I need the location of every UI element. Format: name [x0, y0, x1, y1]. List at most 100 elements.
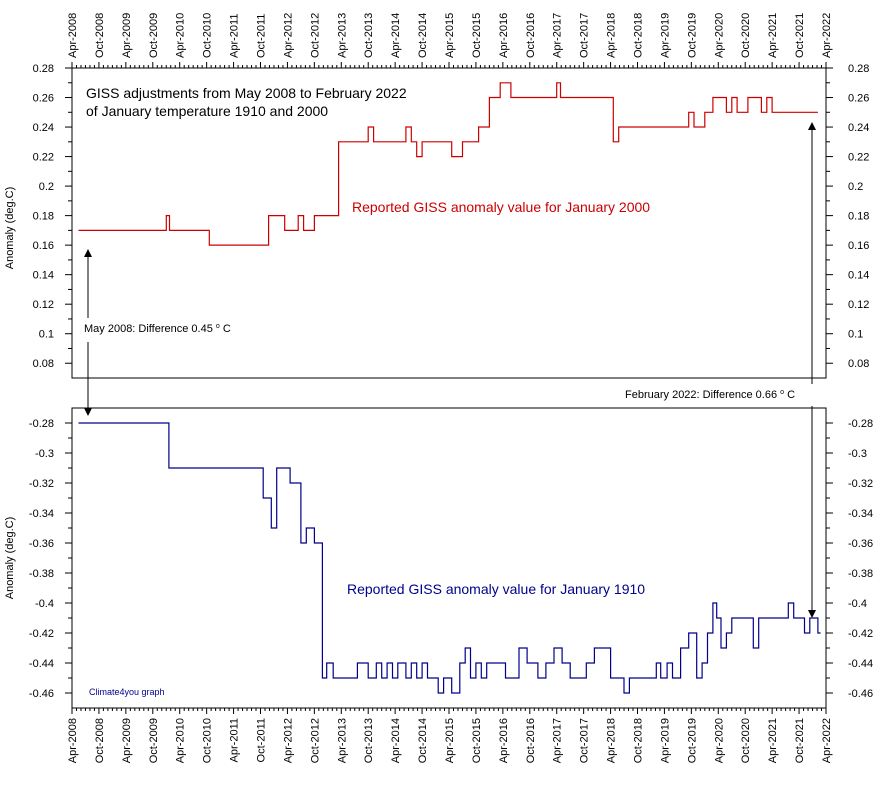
x-tick-label-top: Apr-2021	[767, 13, 779, 58]
x-tick-label-top: Apr-2019	[659, 13, 671, 58]
upper-y-tick-label-left: 0.12	[33, 299, 54, 311]
x-tick-label-bottom: Apr-2022	[821, 718, 833, 763]
right-difference-text: February 2022: Difference 0.66	[625, 389, 777, 401]
upper-y-tick-label-right: 0.28	[848, 63, 869, 75]
x-tick-label-top: Apr-2008	[67, 13, 79, 58]
upper-y-axis-title: Anomaly (deg.C)	[4, 187, 16, 270]
x-tick-label-top: Oct-2020	[740, 13, 752, 58]
x-tick-label-top: Oct-2015	[471, 13, 483, 58]
x-tick-label-top: Oct-2017	[579, 13, 591, 58]
upper-y-tick-label-right: 0.22	[848, 152, 869, 164]
x-tick-label-bottom: Oct-2010	[202, 718, 214, 763]
lower-y-tick-label-left: -0.28	[29, 418, 54, 430]
upper-y-tick-label-right: 0.2	[848, 181, 863, 193]
lower-y-tick-label-right: -0.36	[848, 538, 873, 550]
x-tick-label-top: Oct-2019	[686, 13, 698, 58]
lower-y-tick-label-left: -0.46	[29, 688, 54, 700]
lower-y-tick-label-right: -0.46	[848, 688, 873, 700]
series-label-january-1910: Reported GISS anomaly value for January …	[347, 581, 645, 597]
upper-y-tick-label-right: 0.18	[848, 211, 869, 223]
x-tick-label-top: Apr-2013	[336, 13, 348, 58]
lower-y-tick-label-right: -0.44	[848, 658, 873, 670]
x-tick-label-bottom: Apr-2011	[229, 718, 241, 762]
lower-y-tick-label-right: -0.32	[848, 478, 873, 490]
x-tick-label-top: Oct-2021	[794, 13, 806, 58]
lower-y-tick-label-left: -0.3	[35, 448, 54, 460]
upper-y-tick-label-left: 0.14	[33, 270, 54, 282]
x-tick-label-bottom: Apr-2020	[713, 718, 725, 763]
right-difference-annotation: February 2022: Difference 0.66 o C	[625, 385, 795, 401]
left-difference-annotation: May 2008: Difference 0.45 o C	[84, 319, 231, 335]
series-line-january-1910	[78, 422, 821, 694]
x-tick-label-top: Apr-2014	[390, 13, 402, 58]
upper-y-tick-label-left: 0.26	[33, 93, 54, 105]
lower-y-tick-label-right: -0.34	[848, 508, 873, 520]
upper-y-tick-label-right: 0.14	[848, 270, 869, 282]
x-tick-label-bottom: Apr-2016	[498, 718, 510, 763]
x-tick-label-top: Apr-2012	[282, 13, 294, 58]
lower-y-tick-label-right: -0.3	[848, 448, 867, 460]
x-tick-label-top: Apr-2017	[552, 13, 564, 58]
x-tick-label-top: Apr-2011	[229, 14, 241, 58]
x-tick-label-top: Oct-2013	[363, 13, 375, 58]
x-tick-label-top: Oct-2014	[417, 13, 429, 58]
x-tick-label-bottom: Oct-2012	[309, 718, 321, 763]
x-tick-label-top: Oct-2011	[256, 14, 268, 58]
chart-title-line-1: GISS adjustments from May 2008 to Februa…	[86, 85, 407, 101]
x-tick-label-bottom: Apr-2009	[121, 718, 133, 763]
x-tick-label-bottom: Oct-2013	[363, 718, 375, 763]
x-tick-label-bottom: Apr-2015	[444, 718, 456, 763]
x-tick-label-bottom: Apr-2012	[282, 718, 294, 763]
x-tick-label-top: Oct-2016	[525, 13, 537, 58]
upper-y-tick-label-left: 0.1	[39, 329, 54, 341]
x-tick-label-top: Oct-2010	[202, 13, 214, 58]
series-label-january-2000: Reported GISS anomaly value for January …	[352, 199, 650, 215]
upper-y-tick-label-left: 0.18	[33, 211, 54, 223]
x-tick-label-top: Apr-2022	[821, 13, 833, 58]
x-tick-label-bottom: Apr-2013	[336, 718, 348, 763]
lower-y-tick-label-left: -0.4	[35, 598, 54, 610]
upper-y-tick-label-right: 0.1	[848, 329, 863, 341]
upper-y-tick-label-left: 0.28	[33, 63, 54, 75]
x-tick-label-bottom: Oct-2017	[579, 718, 591, 763]
lower-y-tick-label-left: -0.34	[29, 508, 54, 520]
x-tick-label-bottom: Apr-2008	[67, 718, 79, 763]
upper-y-tick-label-right: 0.24	[848, 122, 869, 134]
chart-marks: Apr-2008 Apr-2008 Oct-2008 Oct-2008 Apr-2009…	[29, 13, 873, 764]
x-tick-label-bottom: Apr-2018	[606, 718, 618, 763]
credit-text: Climate4you graph	[89, 687, 165, 697]
x-tick-label-bottom: Oct-2015	[471, 718, 483, 763]
upper-y-tick-label-left: 0.08	[33, 358, 54, 370]
upper-y-tick-label-right: 0.16	[848, 240, 869, 252]
x-tick-label-bottom: Apr-2021	[767, 718, 779, 763]
x-tick-label-top: Apr-2018	[606, 13, 618, 58]
x-tick-label-bottom: Oct-2011	[256, 718, 268, 762]
upper-y-tick-label-right: 0.12	[848, 299, 869, 311]
upper-y-tick-label-right: 0.26	[848, 93, 869, 105]
x-tick-label-bottom: Oct-2020	[740, 718, 752, 763]
x-tick-label-bottom: Apr-2010	[175, 718, 187, 763]
lower-y-tick-label-right: -0.28	[848, 418, 873, 430]
x-tick-label-top: Apr-2009	[121, 13, 133, 58]
x-tick-label-bottom: Oct-2021	[794, 718, 806, 763]
x-tick-label-bottom: Apr-2019	[659, 718, 671, 763]
lower-y-tick-label-left: -0.38	[29, 568, 54, 580]
chart-title-line-2: of January temperature 1910 and 2000	[86, 103, 328, 119]
lower-panel-frame	[71, 407, 827, 709]
left-difference-degree: o	[216, 323, 220, 330]
lower-y-tick-label-left: -0.32	[29, 478, 54, 490]
x-tick-label-top: Apr-2015	[444, 13, 456, 58]
x-tick-label-top: Apr-2020	[713, 13, 725, 58]
x-tick-label-top: Oct-2012	[309, 13, 321, 58]
x-tick-label-bottom: Oct-2014	[417, 718, 429, 763]
x-tick-label-bottom: Oct-2008	[94, 718, 106, 763]
x-tick-label-bottom: Apr-2017	[552, 718, 564, 763]
left-difference-unit: C	[223, 323, 231, 335]
left-difference-text: May 2008: Difference 0.45	[84, 323, 213, 335]
x-tick-label-top: Apr-2016	[498, 13, 510, 58]
lower-y-tick-label-right: -0.42	[848, 628, 873, 640]
upper-y-tick-label-right: 0.08	[848, 358, 869, 370]
series-line-january-2000	[78, 82, 818, 246]
right-difference-unit: C	[787, 389, 795, 401]
